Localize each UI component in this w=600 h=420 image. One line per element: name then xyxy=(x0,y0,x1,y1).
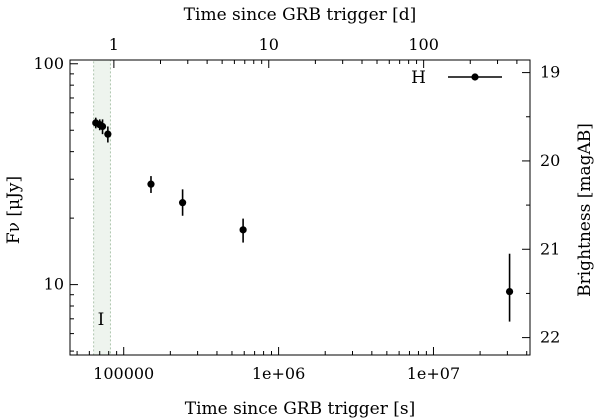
y2-tick-label: 19 xyxy=(540,63,560,82)
data-point xyxy=(147,180,155,188)
legend: H xyxy=(411,68,502,88)
data-point xyxy=(104,130,112,138)
legend-label: H xyxy=(411,68,426,88)
x2-tick-label: 100 xyxy=(408,35,439,54)
data-point xyxy=(505,287,514,296)
y2-tick-label: 21 xyxy=(540,239,560,258)
y2-tick-label: 22 xyxy=(540,328,560,347)
y-tick-label: 10 xyxy=(44,275,64,294)
legend-marker xyxy=(471,73,479,81)
x-axis-label: Time since GRB trigger [s] xyxy=(185,399,415,419)
x-tick-label: 100000 xyxy=(93,364,154,383)
x2-tick-label: 1 xyxy=(109,35,119,54)
y-axis-label: Fν [μJy] xyxy=(4,176,24,244)
y2-tick-label: 20 xyxy=(540,151,560,170)
x-tick-label: 1e+07 xyxy=(407,364,460,383)
y2-axis-label: Brightness [magAB] xyxy=(575,123,595,297)
data-point xyxy=(239,226,247,234)
band-label: I xyxy=(98,310,105,330)
plot-frame xyxy=(69,59,531,356)
x-tick-label: 1e+06 xyxy=(252,364,305,383)
data-point xyxy=(178,199,187,207)
data-point xyxy=(98,122,107,131)
y-tick-label: 100 xyxy=(33,54,64,73)
x2-tick-label: 10 xyxy=(259,35,279,54)
x2-axis-label: Time since GRB trigger [d] xyxy=(184,5,417,25)
